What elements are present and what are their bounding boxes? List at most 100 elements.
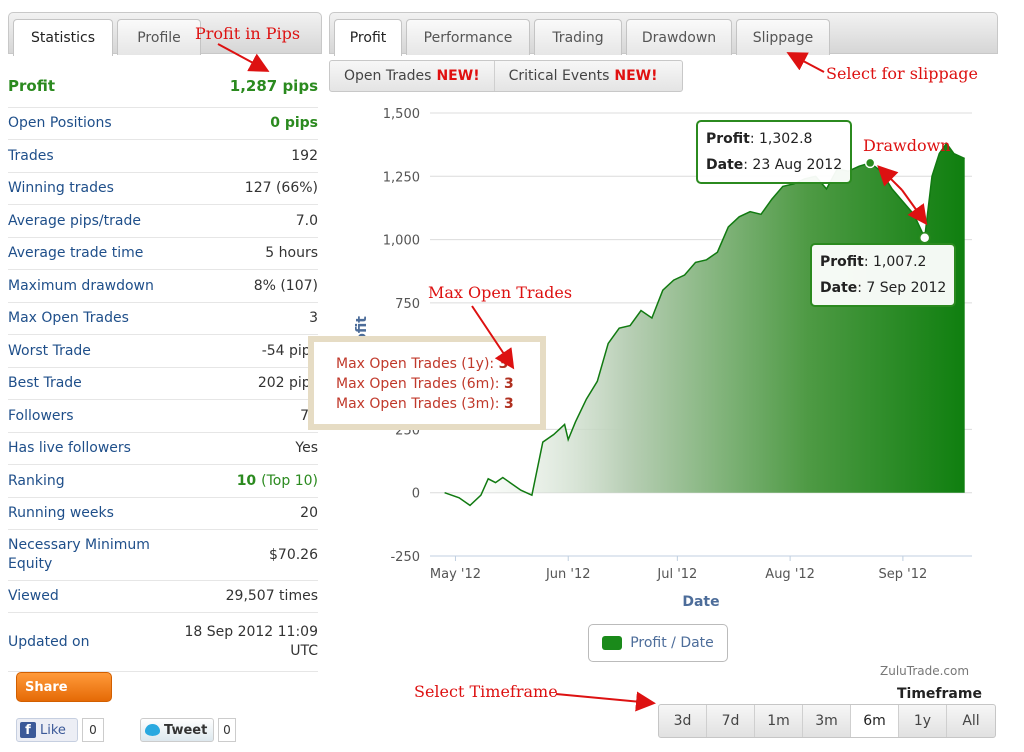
share-button[interactable]: Share: [16, 672, 112, 702]
stat-value: -54 pips: [261, 342, 318, 359]
annotation-select-slippage: Select for slippage: [826, 64, 978, 83]
stat-row: Max Open Trades 3: [8, 303, 318, 335]
tooltip-profit-value: : 1,302.8: [749, 131, 813, 147]
stat-row: Average trade time 5 hours: [8, 238, 318, 270]
subtab-critical-events[interactable]: Critical Events NEW!: [495, 61, 672, 91]
arrow-timeframe: [555, 691, 656, 712]
tooltip-profit-key: Profit: [820, 254, 864, 270]
tooltip-trough: Profit: 1,007.2 Date: 7 Sep 2012: [810, 243, 957, 307]
tweet-button[interactable]: Tweet: [140, 718, 214, 742]
tooltip-peak: Profit: 1,302.8 Date: 23 Aug 2012: [696, 120, 853, 184]
stat-label: Winning trades: [8, 180, 114, 196]
max-open-label: Max Open Trades (1y):: [336, 356, 495, 372]
timeframe-3m[interactable]: 3m: [803, 705, 851, 737]
tooltip-date-value: : 23 Aug 2012: [743, 157, 843, 173]
ranking-value: 10: [236, 472, 257, 489]
y-tick-label: 1,250: [383, 170, 420, 185]
timeframe-1y[interactable]: 1y: [899, 705, 947, 737]
annotation-drawdown: Drawdown: [863, 136, 951, 155]
stat-row: Updated on 18 Sep 2012 11:09 UTC: [8, 613, 318, 672]
left-tabbar: Statistics Profile: [8, 12, 322, 56]
right-tabbar: Profit Performance Trading Drawdown Slip…: [329, 12, 998, 56]
stat-row: Worst Trade -54 pips: [8, 335, 318, 368]
stat-label: Average trade time: [8, 245, 144, 261]
like-label: Like: [40, 722, 66, 738]
stat-row: Maximum drawdown 8% (107): [8, 270, 318, 303]
stat-label: Average pips/trade: [8, 212, 141, 229]
tooltip-date-value: : 7 Sep 2012: [857, 280, 947, 296]
tab-slippage[interactable]: Slippage: [736, 19, 830, 55]
stat-value: 29,507 times: [225, 588, 318, 604]
critical-events-label: Critical Events: [508, 68, 610, 84]
timeframe-6m[interactable]: 6m: [851, 705, 899, 737]
open-trades-label: Open Trades: [344, 68, 432, 84]
x-tick-label: Sep '12: [879, 567, 928, 582]
facebook-like-button[interactable]: f Like: [16, 718, 78, 742]
y-tick-label: 1,500: [383, 107, 420, 122]
y-tick-label: -250: [390, 550, 420, 565]
tweet-count: 0: [218, 718, 236, 742]
max-open-trades-popup: Max Open Trades (1y): 3 Max Open Trades …: [308, 336, 546, 430]
stat-row: Average pips/trade 7.0: [8, 205, 318, 238]
stat-row: Profit 1,287 pips: [8, 66, 318, 108]
new-badge: NEW!: [614, 68, 658, 84]
ranking-sub: (Top 10): [261, 472, 318, 489]
timeframe-all[interactable]: All: [962, 713, 980, 729]
legend-swatch: [602, 636, 623, 650]
profit-area: [444, 143, 965, 506]
stat-value: 10 (Top 10): [237, 472, 318, 491]
max-open-value: 3: [498, 356, 509, 372]
stat-label: Ranking: [8, 472, 65, 489]
subtab-group: Open Trades NEW! Critical Events NEW!: [329, 60, 683, 92]
max-open-row: Max Open Trades (3m): 3: [336, 394, 540, 414]
twitter-bird-icon: [145, 724, 160, 736]
stat-value: 0 pips: [270, 115, 318, 131]
stat-row: Running weeks 20: [8, 498, 318, 530]
stat-value: Yes: [295, 440, 318, 456]
tab-statistics[interactable]: Statistics: [13, 19, 113, 56]
stat-value: 3: [309, 310, 318, 326]
max-open-label: Max Open Trades (3m):: [336, 396, 500, 412]
timeframe-3d[interactable]: 3d: [659, 705, 707, 737]
subtab-open-trades[interactable]: Open Trades NEW!: [330, 61, 495, 91]
tab-performance[interactable]: Performance: [406, 19, 530, 55]
stat-label: Viewed: [8, 588, 59, 604]
stat-value: $70.26: [269, 546, 318, 563]
stat-row: Trades 192: [8, 140, 318, 173]
tab-profit[interactable]: Profit: [334, 19, 402, 56]
new-badge: NEW!: [436, 68, 480, 84]
stat-row: Best Trade 202 pips: [8, 368, 318, 400]
timeframe-1m[interactable]: 1m: [755, 705, 803, 737]
tab-trading[interactable]: Trading: [534, 19, 622, 55]
facebook-icon: f: [20, 722, 36, 738]
x-axis-title: Date: [682, 594, 719, 610]
stat-row: Followers75: [8, 400, 318, 433]
stat-label: Maximum drawdown: [8, 277, 154, 294]
stat-label: Running weeks: [8, 505, 114, 521]
annotation-select-timeframe: Select Timeframe: [414, 682, 558, 701]
timeframe-selector: 3d 7d 1m 3m 6m 1y All: [658, 704, 996, 738]
trough-marker: [918, 231, 931, 244]
tab-drawdown[interactable]: Drawdown: [626, 19, 732, 55]
x-tick-label: Jun '12: [545, 567, 591, 582]
stat-row: Open Positions 0 pips: [8, 108, 318, 140]
tab-profile[interactable]: Profile: [117, 19, 201, 55]
stat-label: Max Open Trades: [8, 310, 129, 326]
stat-value: 192: [291, 147, 318, 164]
stat-label: Followers: [8, 407, 74, 424]
y-tick-label: 1,000: [383, 234, 420, 249]
x-tick-label: Aug '12: [765, 567, 815, 582]
timeframe-label: Timeframe: [897, 686, 982, 702]
stat-value: 127 (66%): [244, 180, 318, 196]
tooltip-date-key: Date: [820, 280, 858, 296]
statistics-panel: Statistics Profile Profit 1,287 pips Open …: [8, 12, 322, 744]
stat-value: 8% (107): [253, 277, 318, 294]
y-tick-label: 750: [395, 297, 420, 312]
annotation-max-open-trades: Max Open Trades: [428, 283, 573, 302]
stat-value: 5 hours: [265, 245, 318, 261]
stat-value: 20: [300, 505, 318, 521]
chart-legend[interactable]: Profit / Date: [588, 624, 728, 662]
stat-label: Has live followers: [8, 440, 131, 456]
stat-row: Winning trades 127 (66%): [8, 173, 318, 205]
timeframe-7d[interactable]: 7d: [707, 705, 755, 737]
